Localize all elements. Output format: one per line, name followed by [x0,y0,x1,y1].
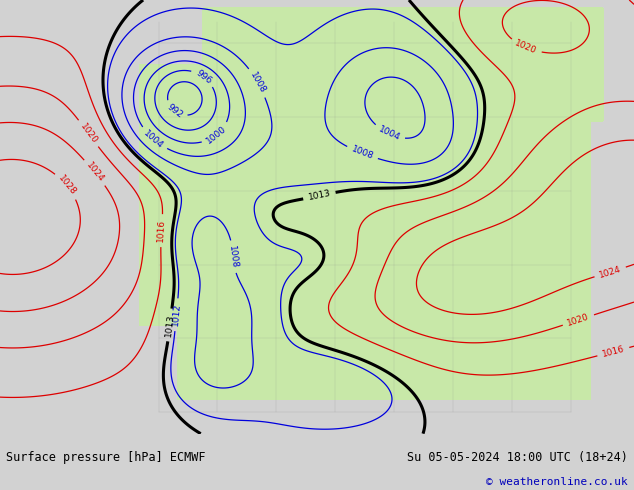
Text: 1004: 1004 [142,128,165,150]
Text: 992: 992 [165,103,184,120]
Text: 1024: 1024 [84,161,105,184]
Text: 1020: 1020 [78,122,99,146]
Text: 1008: 1008 [350,145,375,162]
Text: © weatheronline.co.uk: © weatheronline.co.uk [486,477,628,487]
Text: 996: 996 [194,68,213,86]
Text: 1028: 1028 [56,174,77,197]
Text: 1016: 1016 [157,219,167,243]
Text: 1008: 1008 [228,245,239,269]
Text: 1008: 1008 [249,71,268,95]
Text: 1012: 1012 [171,303,182,326]
Text: 1016: 1016 [601,344,626,359]
Text: 1013: 1013 [307,189,332,202]
Text: 1013: 1013 [164,313,176,337]
Text: 1020: 1020 [566,312,591,328]
Text: 1000: 1000 [205,124,228,146]
Text: Surface pressure [hPa] ECMWF: Surface pressure [hPa] ECMWF [6,451,206,464]
Text: 1020: 1020 [514,39,538,56]
Text: Su 05-05-2024 18:00 UTC (18+24): Su 05-05-2024 18:00 UTC (18+24) [407,451,628,464]
Text: 1004: 1004 [377,125,401,143]
Text: 1024: 1024 [598,264,623,280]
